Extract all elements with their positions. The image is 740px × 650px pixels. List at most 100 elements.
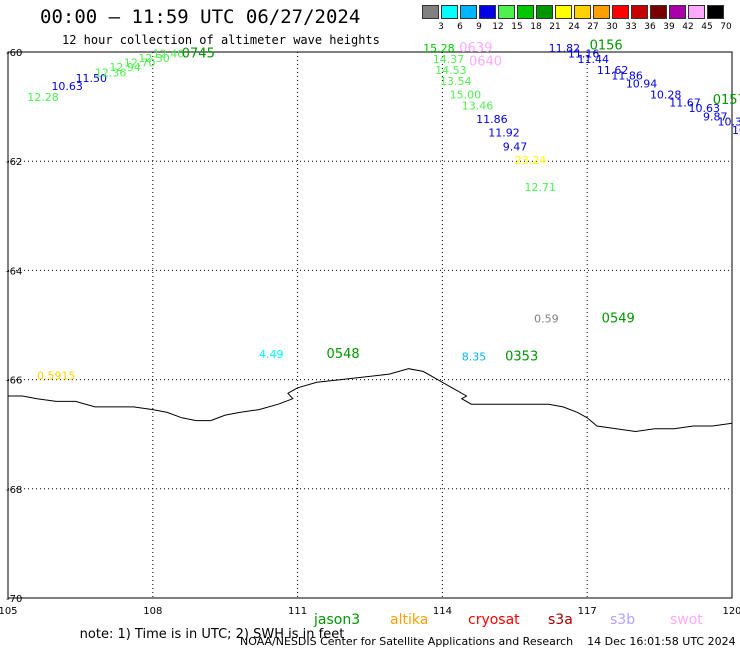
swh-label: 10.63: [689, 102, 721, 115]
lat-tick-label: -68: [6, 485, 22, 496]
time-label: 0640: [469, 55, 502, 70]
swh-label: 15.00: [450, 88, 482, 101]
satellite-legend-jason3: jason3: [314, 612, 361, 628]
time-label: 0549: [602, 311, 635, 326]
page-title: 00:00 — 11:59 UTC 06/27/2024: [40, 6, 361, 28]
swh-label: 14.53: [435, 64, 467, 77]
swh-label: 0.5915: [37, 370, 76, 383]
legend-tick-label: 39: [663, 22, 675, 32]
swh-label: 0.59: [534, 312, 559, 325]
swh-label: 23.24: [515, 154, 547, 167]
swh-label: 13.46: [462, 99, 494, 112]
legend-tick-label: 15: [511, 22, 523, 32]
legend-swatch: [707, 5, 724, 19]
lon-tick-label: 108: [143, 606, 162, 617]
time-label: 0353: [505, 349, 538, 364]
lat-tick-label: -64: [6, 266, 22, 277]
legend-swatch: [498, 5, 515, 19]
satellite-legend-altika: altika: [390, 612, 429, 628]
legend-tick-label: 3: [438, 22, 444, 32]
swh-label: 12.70: [124, 57, 156, 70]
swh-label: 10.28: [650, 88, 682, 101]
legend-swatch: [688, 5, 705, 19]
legend-swatch: [650, 5, 667, 19]
swh-label: 8.35: [462, 350, 487, 363]
swh-label: 12.40: [153, 47, 185, 60]
swh-label: 11.86: [611, 69, 643, 82]
swh-label: 12.36: [95, 67, 127, 80]
time-label: 0548: [327, 347, 360, 362]
swh-label: 10.: [732, 124, 740, 137]
legend-swatch: [517, 5, 534, 19]
satellite-legend-s3a: s3a: [548, 612, 573, 628]
swh-label: 15.28: [423, 42, 455, 55]
legend-tick-label: 27: [587, 22, 599, 32]
legend-swatch: [536, 5, 553, 19]
swh-label: 10.63: [51, 80, 83, 93]
lon-tick-label: 117: [578, 606, 597, 617]
credit-line: NOAA/NESDIS Center for Satellite Applica…: [240, 635, 736, 648]
legend-tick-label: 21: [549, 22, 561, 32]
swh-label: 12.30: [138, 52, 170, 65]
swh-label: 11.44: [578, 53, 610, 66]
lon-tick-label: 114: [433, 606, 452, 617]
swh-label: 14.37: [433, 53, 465, 66]
swh-label: 13.54: [440, 75, 472, 88]
legend-swatch: [555, 5, 572, 19]
swh-label: 9.87: [703, 110, 728, 123]
time-label: 0156: [590, 38, 623, 53]
lat-tick-label: -60: [6, 48, 22, 59]
legend-swatch: [422, 5, 439, 19]
legend-swatch: [479, 5, 496, 19]
page-subtitle: 12 hour collection of altimeter wave hei…: [62, 33, 380, 47]
swh-label: 11.82: [549, 42, 581, 55]
swh-label: 11.16: [568, 47, 600, 60]
coastline: [8, 368, 733, 433]
time-label: 0157: [713, 93, 740, 108]
swh-label: 10.94: [626, 77, 658, 90]
legend-swatch: [460, 5, 477, 19]
legend-tick-label: 12: [492, 22, 504, 32]
legend-tick-label: 6: [457, 22, 463, 32]
legend-tick-label: 24: [568, 22, 580, 32]
legend-tick-label: 70: [720, 22, 732, 32]
swh-label: 11.62: [597, 64, 629, 77]
legend-swatch: [669, 5, 686, 19]
satellite-legend-s3b: s3b: [610, 612, 636, 628]
legend-tick-label: 18: [530, 22, 542, 32]
legend-tick-label: 9: [476, 22, 482, 32]
swh-label: 10.30: [718, 116, 740, 129]
legend-tick-label: 30: [606, 22, 618, 32]
swh-label: 12.28: [27, 91, 59, 104]
satellite-legend-cryosat: cryosat: [468, 612, 520, 628]
lat-tick-label: -70: [6, 594, 22, 605]
legend-tick-label: 45: [701, 22, 713, 32]
legend-swatch: [593, 5, 610, 19]
time-label: 0639: [459, 41, 492, 56]
lon-tick-label: 111: [288, 606, 307, 617]
lon-tick-label: 120: [722, 606, 740, 617]
swh-label: 11.86: [476, 113, 508, 126]
satellite-legend-swot: swot: [670, 612, 703, 628]
swh-label: 11.50: [76, 72, 108, 85]
swh-label: 4.49: [259, 348, 284, 361]
swh-label: 11.92: [488, 127, 519, 140]
legend-swatch: [574, 5, 591, 19]
legend-tick-label: 33: [625, 22, 637, 32]
time-label: 0745: [182, 46, 215, 61]
lon-tick-label: 105: [0, 606, 18, 617]
note-text: note: 1) Time is in UTC; 2) SWH is in fe…: [79, 627, 345, 642]
legend-tick-label: 42: [682, 22, 694, 32]
swh-label: 12.94: [109, 61, 141, 74]
legend-swatch: [441, 5, 458, 19]
lat-tick-label: -62: [6, 157, 22, 168]
note-row: note: 1) Time is in UTC; 2) SWH is in fe…: [64, 612, 345, 642]
swh-label: 11.67: [669, 97, 701, 110]
lat-tick-label: -66: [6, 376, 22, 387]
legend-swatch: [631, 5, 648, 19]
swh-label: 9.47: [503, 140, 528, 153]
legend-swatch: [612, 5, 629, 19]
legend-tick-label: 36: [644, 22, 656, 32]
swh-label: 12.71: [524, 181, 556, 194]
